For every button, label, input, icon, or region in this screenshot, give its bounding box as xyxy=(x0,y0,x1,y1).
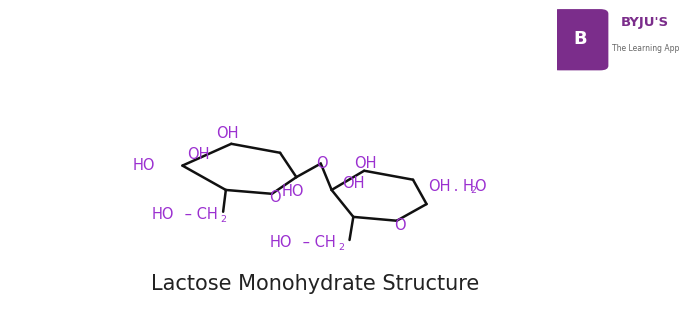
Text: OH: OH xyxy=(354,156,377,170)
Text: 2: 2 xyxy=(470,186,477,195)
Text: O: O xyxy=(475,178,486,193)
Text: OH: OH xyxy=(188,147,210,162)
Text: – CH: – CH xyxy=(298,235,336,250)
Text: OH: OH xyxy=(342,176,365,191)
Text: HO: HO xyxy=(282,184,304,199)
Text: BYJU'S: BYJU'S xyxy=(621,16,669,29)
Text: HO: HO xyxy=(133,158,155,173)
Text: 2: 2 xyxy=(220,215,226,224)
Text: HO: HO xyxy=(152,207,174,222)
Text: OH: OH xyxy=(428,178,451,193)
Text: – CH: – CH xyxy=(180,207,218,222)
Text: 2: 2 xyxy=(339,243,344,252)
FancyBboxPatch shape xyxy=(551,9,608,70)
Text: Lactose Monohydrate Structure: Lactose Monohydrate Structure xyxy=(151,274,480,294)
Text: O: O xyxy=(394,217,406,232)
Text: . H: . H xyxy=(449,178,474,193)
Text: O: O xyxy=(269,190,281,205)
Text: OH: OH xyxy=(216,126,239,141)
Text: B: B xyxy=(573,30,587,48)
Text: HO: HO xyxy=(270,235,293,250)
Text: The Learning App: The Learning App xyxy=(612,44,679,53)
Text: O: O xyxy=(316,156,328,170)
